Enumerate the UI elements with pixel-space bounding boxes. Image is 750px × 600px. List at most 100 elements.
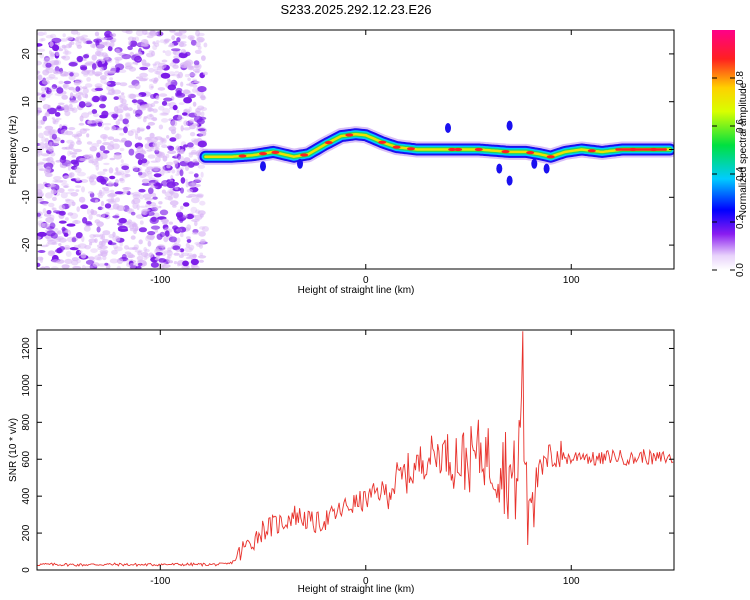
noise-dot bbox=[124, 140, 133, 148]
noise-dot bbox=[153, 166, 162, 172]
noise-dot bbox=[99, 75, 107, 80]
noise-dot bbox=[45, 62, 52, 68]
noise-dot bbox=[55, 117, 62, 121]
noise-dot bbox=[101, 213, 106, 218]
noise-dot bbox=[40, 244, 49, 248]
ridge-peak bbox=[546, 155, 555, 159]
noise-dot bbox=[146, 114, 155, 120]
noise-dot bbox=[61, 165, 67, 169]
noise-dot bbox=[83, 54, 90, 59]
snr-content bbox=[37, 331, 674, 567]
noise-dot bbox=[179, 248, 185, 253]
noise-dot bbox=[143, 116, 148, 119]
noise-dot bbox=[173, 50, 177, 55]
ridge-spike bbox=[260, 161, 266, 172]
noise-dot bbox=[118, 217, 127, 224]
x-tick-label: 0 bbox=[363, 275, 369, 286]
noise-dot bbox=[97, 122, 103, 127]
noise-dot bbox=[194, 177, 203, 182]
noise-dot bbox=[183, 120, 189, 126]
noise-dot bbox=[134, 133, 139, 140]
noise-dot bbox=[168, 80, 172, 84]
noise-dot bbox=[42, 208, 47, 214]
noise-dot bbox=[198, 259, 204, 263]
noise-dot bbox=[127, 219, 133, 226]
noise-dot bbox=[132, 193, 140, 199]
noise-dot bbox=[121, 165, 130, 171]
noise-dot bbox=[71, 257, 79, 262]
noise-dot bbox=[153, 100, 159, 104]
noise-dot bbox=[148, 67, 155, 73]
noise-dot bbox=[142, 30, 148, 36]
noise-dot bbox=[138, 239, 143, 245]
noise-dot bbox=[180, 125, 184, 132]
noise-dot bbox=[186, 213, 194, 220]
noise-dot bbox=[48, 146, 54, 152]
noise-dot bbox=[179, 169, 184, 177]
noise-dot bbox=[88, 176, 95, 183]
noise-dot bbox=[143, 247, 148, 252]
noise-dot bbox=[101, 206, 105, 210]
noise-dot bbox=[92, 262, 100, 267]
noise-dot bbox=[37, 48, 46, 52]
noise-dot bbox=[103, 162, 110, 166]
noise-dot bbox=[137, 250, 142, 256]
noise-dot bbox=[115, 167, 119, 172]
noise-dot bbox=[109, 258, 119, 264]
noise-dot bbox=[41, 222, 50, 229]
ridge-spike bbox=[496, 163, 503, 174]
noise-dot bbox=[119, 114, 123, 120]
noise-dot bbox=[161, 138, 166, 142]
noise-dot bbox=[147, 121, 156, 126]
noise-dot bbox=[71, 237, 77, 243]
noise-dot bbox=[102, 142, 111, 146]
noise-dot bbox=[121, 92, 125, 96]
noise-dot bbox=[144, 137, 152, 141]
noise-dot bbox=[185, 165, 189, 171]
noise-dot bbox=[166, 161, 174, 166]
noise-dot bbox=[145, 203, 151, 208]
noise-dot bbox=[63, 185, 69, 188]
noise-dot bbox=[42, 146, 49, 149]
noise-dot bbox=[169, 188, 174, 195]
noise-dot bbox=[149, 132, 155, 139]
noise-dot bbox=[51, 117, 55, 120]
noise-dot bbox=[72, 220, 81, 224]
noise-dot bbox=[147, 240, 152, 247]
noise-dot bbox=[197, 164, 206, 169]
noise-dot bbox=[89, 146, 98, 152]
noise-dot bbox=[128, 84, 137, 89]
noise-dot bbox=[187, 252, 193, 258]
noise-dot bbox=[66, 36, 74, 41]
noise-dot bbox=[173, 55, 181, 59]
ridge-peak bbox=[526, 151, 535, 155]
noise-dot bbox=[168, 236, 178, 243]
noise-dot bbox=[146, 149, 153, 152]
noise-dot bbox=[113, 153, 123, 160]
noise-dot bbox=[107, 45, 113, 52]
noise-dot bbox=[157, 151, 165, 158]
noise-dot bbox=[114, 191, 124, 195]
noise-dot bbox=[136, 255, 144, 261]
noise-dot bbox=[188, 151, 197, 155]
y-tick-label: 800 bbox=[21, 414, 32, 431]
ridge-peak bbox=[345, 133, 354, 137]
noise-dot bbox=[139, 66, 149, 71]
noise-dot bbox=[132, 167, 141, 173]
noise-dot bbox=[48, 74, 56, 79]
noise-dot bbox=[37, 125, 43, 129]
noise-dot bbox=[121, 137, 127, 143]
ridge-spike bbox=[543, 163, 550, 174]
noise-dot bbox=[161, 218, 169, 224]
noise-dot bbox=[100, 153, 108, 160]
noise-dot bbox=[136, 127, 141, 134]
noise-dot bbox=[114, 171, 122, 176]
noise-dot bbox=[116, 108, 124, 114]
noise-dot bbox=[103, 150, 110, 154]
noise-dot bbox=[75, 86, 81, 92]
noise-dot bbox=[175, 87, 183, 93]
noise-dot bbox=[137, 136, 143, 141]
noise-dot bbox=[128, 40, 132, 46]
noise-dot bbox=[96, 226, 101, 233]
